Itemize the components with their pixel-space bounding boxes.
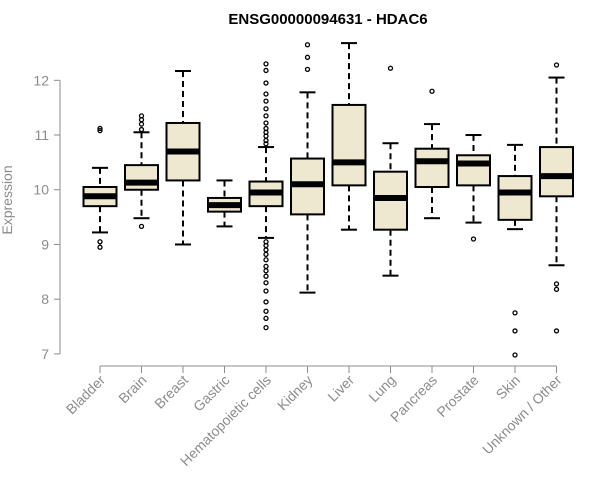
outlier-point (387, 65, 394, 71)
x-tick-label: Brain (115, 372, 149, 406)
outlier-point (263, 280, 269, 286)
y-axis-label: Expression (0, 165, 15, 234)
y-tick-label: 12 (33, 72, 49, 88)
iqr-box (414, 147, 450, 189)
axes: 7 8 9 10 11 12 (33, 72, 557, 373)
outlier-point (263, 257, 269, 263)
iqr-box (539, 146, 574, 198)
outlier-point (553, 281, 560, 287)
outlier-point (263, 98, 269, 104)
outlier-point (263, 263, 269, 270)
box-gastric (207, 179, 242, 228)
iqr-box (497, 175, 533, 221)
outlier-point (512, 310, 518, 316)
x-tick-label: Unknown / Other (479, 372, 565, 458)
box-prostate (456, 134, 491, 242)
outlier-point (263, 137, 269, 144)
outlier-point (512, 352, 518, 358)
outlier-point (97, 239, 103, 245)
outlier-point (263, 120, 269, 126)
outlier-point (553, 328, 560, 334)
chart-title: ENSG00000094631 - HDAC6 (228, 11, 427, 28)
outlier-point (138, 117, 145, 123)
y-tick-label: 8 (41, 291, 49, 307)
box-pancreas (414, 88, 450, 220)
box-breast (165, 70, 201, 246)
outlier-point (263, 324, 269, 331)
outlier-point (470, 236, 477, 242)
outlier-point (138, 223, 145, 230)
box-unknown-other (539, 62, 574, 334)
outlier-point (429, 88, 435, 94)
outlier-point (263, 61, 269, 67)
outlier-point (263, 315, 269, 321)
box-liver (331, 42, 367, 231)
outlier-point (263, 67, 269, 74)
outlier-point (263, 308, 269, 314)
outlier-point (263, 251, 269, 257)
outlier-point (512, 328, 518, 334)
outlier-point (304, 54, 311, 60)
box-hematopoietic-cells (248, 61, 284, 331)
outlier-point (263, 80, 269, 86)
iqr-box (456, 154, 491, 187)
outlier-point (263, 133, 269, 139)
outlier-point (553, 62, 560, 68)
outlier-point (263, 242, 269, 249)
outlier-point (263, 247, 269, 253)
outlier-point (304, 66, 311, 73)
outlier-point (553, 286, 560, 292)
outlier-point (97, 244, 103, 250)
outlier-point (263, 141, 269, 147)
x-tick-label: Skin (493, 372, 524, 403)
iqr-box (331, 103, 367, 187)
outlier-point (263, 273, 269, 279)
box-skin (497, 143, 533, 358)
outlier-point (263, 106, 269, 112)
y-tick-label: 7 (41, 346, 49, 362)
x-tick-label: Prostate (433, 372, 481, 420)
x-tick-label: Lung (365, 372, 398, 405)
outlier-point (263, 288, 269, 294)
outlier-point (263, 299, 269, 305)
outlier-point (263, 113, 269, 119)
box-kidney (290, 42, 325, 294)
outlier-point (138, 121, 145, 127)
box-bladder (82, 125, 118, 250)
outlier-point (304, 42, 311, 48)
x-tick-label: Breast (151, 372, 191, 412)
boxes (82, 42, 574, 358)
y-tick-label: 10 (33, 182, 49, 198)
y-tick-label: 9 (41, 236, 49, 252)
iqr-box (124, 164, 159, 191)
y-tick-label: 11 (34, 127, 49, 143)
x-tick-label: Bladder (63, 372, 109, 418)
x-tick-label: Liver (324, 372, 357, 405)
x-tick-label: Kidney (274, 372, 316, 414)
outlier-point (138, 126, 145, 133)
box-lung (373, 65, 408, 277)
outlier-point (97, 125, 103, 132)
outlier-point (97, 127, 103, 134)
box-brain (124, 113, 159, 230)
outlier-point (263, 91, 269, 97)
outlier-point (263, 268, 269, 274)
